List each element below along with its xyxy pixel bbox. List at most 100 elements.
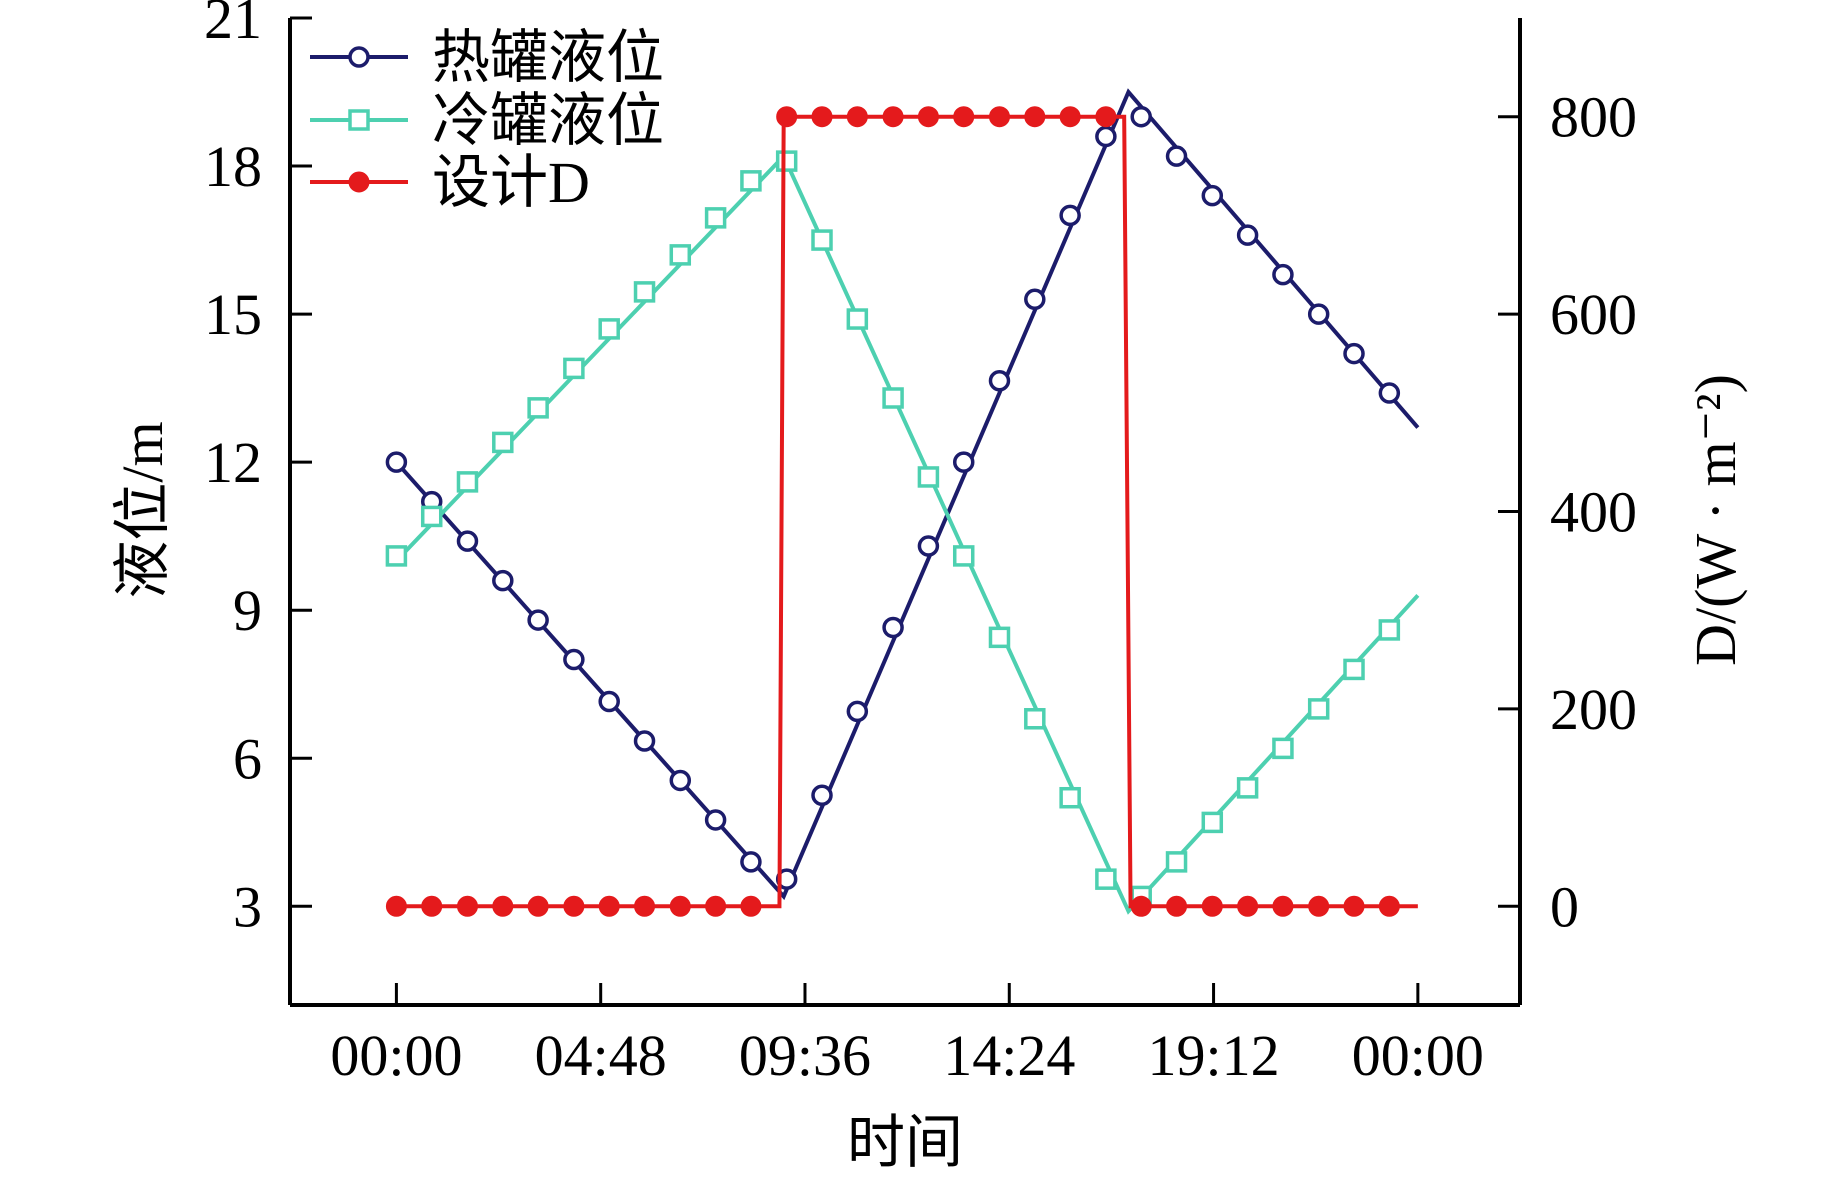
- x-tick-label: 14:24: [943, 1023, 1075, 1088]
- data-point-marker: [1236, 224, 1259, 246]
- data-point-marker: [1307, 303, 1330, 325]
- data-point-marker: [1343, 895, 1365, 917]
- data-point-marker: [633, 730, 656, 752]
- legend-label: 冷罐液位: [432, 88, 664, 153]
- data-point-marker: [882, 616, 904, 639]
- series-line: [396, 114, 1418, 909]
- data-point-marker: [917, 466, 940, 488]
- ticks: 00:00 04:48 09:36 14:24 19:12 00:00 3 6 9 12 15 18 2…: [204, 0, 1637, 1088]
- data-point-marker: [988, 369, 1011, 392]
- y-left-tick-label: 15: [204, 282, 262, 347]
- data-point-marker: [882, 106, 904, 128]
- data-point-marker: [563, 357, 585, 380]
- data-point-marker: [988, 626, 1011, 649]
- y-left-tick-label: 18: [204, 134, 262, 199]
- data-point-marker: [1095, 106, 1117, 128]
- data-point-marker: [1059, 786, 1081, 809]
- data-point-marker: [634, 895, 656, 917]
- data-point-marker: [1130, 105, 1152, 128]
- data-point-marker: [776, 106, 798, 128]
- y-right-tick-label: 0: [1550, 874, 1579, 939]
- data-point-marker: [1130, 895, 1152, 917]
- data-point-marker: [456, 471, 479, 493]
- data-point-marker: [1343, 342, 1365, 365]
- data-point-marker: [1272, 895, 1294, 917]
- data-point-marker: [1236, 777, 1259, 799]
- data-point-marker: [492, 895, 514, 917]
- data-point-marker: [385, 545, 408, 567]
- legend-entry: 热罐液位: [310, 25, 664, 90]
- data-point-marker: [598, 318, 620, 340]
- data-point-marker: [1378, 619, 1401, 641]
- data-point-marker: [1272, 737, 1294, 760]
- data-point-marker: [846, 106, 868, 128]
- x-axis-title: 时间: [847, 1110, 963, 1175]
- data-point-marker: [1307, 698, 1330, 720]
- data-point-marker: [1272, 263, 1294, 286]
- data-point-marker: [1237, 895, 1259, 917]
- data-point-marker: [882, 387, 904, 409]
- data-point-marker: [1024, 106, 1046, 128]
- data-point-marker: [669, 244, 692, 266]
- data-point-marker: [1165, 851, 1188, 873]
- data-point-marker: [953, 106, 975, 128]
- data-point-marker: [1059, 204, 1081, 227]
- data-point-marker: [1165, 145, 1188, 167]
- y-left-tick-label: 3: [233, 874, 262, 939]
- data-point-marker: [527, 397, 549, 419]
- data-point-marker: [456, 530, 479, 552]
- data-point-marker: [740, 895, 762, 917]
- data-point-marker: [563, 895, 585, 917]
- data-point-marker: [1201, 895, 1223, 917]
- data-point-marker: [1378, 895, 1400, 917]
- data-point-marker: [1378, 382, 1401, 404]
- data-point-marker: [917, 106, 939, 128]
- series-冷罐液位: [385, 150, 1420, 915]
- data-point-marker: [1024, 708, 1046, 730]
- y-right-tick-label: 200: [1550, 677, 1637, 742]
- data-point-marker: [492, 431, 514, 454]
- y-left-tick-label: 6: [233, 726, 262, 791]
- data-point-marker: [1201, 811, 1224, 834]
- data-point-marker: [348, 171, 370, 193]
- y-left-tick-label: 12: [204, 430, 262, 495]
- data-point-marker: [952, 545, 975, 567]
- data-point-marker: [669, 769, 692, 792]
- y-left-tick-label: 9: [233, 578, 262, 643]
- data-point-marker: [385, 451, 408, 473]
- data-point-marker: [598, 690, 620, 713]
- data-point-marker: [348, 46, 370, 68]
- data-point-marker: [740, 170, 762, 192]
- data-point-marker: [1343, 658, 1365, 681]
- x-tick-label: 04:48: [535, 1023, 667, 1088]
- series-设计D: [385, 106, 1418, 917]
- series-line: [394, 88, 1420, 901]
- data-point-marker: [420, 505, 443, 528]
- data-point-marker: [952, 451, 975, 473]
- data-point-marker: [1059, 106, 1081, 128]
- x-tick-label: 19:12: [1148, 1023, 1280, 1088]
- right-y-axis-title: D/(W · m⁻²): [1683, 374, 1748, 666]
- data-point-marker: [669, 895, 691, 917]
- data-point-marker: [846, 308, 869, 330]
- data-point-marker: [846, 700, 869, 723]
- data-point-marker: [492, 569, 514, 592]
- data-point-marker: [633, 281, 656, 303]
- data-point-marker: [811, 229, 833, 251]
- data-point-marker: [705, 895, 727, 917]
- data-point-marker: [1201, 184, 1224, 207]
- legend-label: 热罐液位: [432, 25, 664, 90]
- series-layer: [385, 88, 1420, 917]
- y-right-tick-label: 800: [1550, 85, 1637, 150]
- x-tick-label: 00:00: [330, 1023, 462, 1088]
- data-point-marker: [421, 895, 443, 917]
- data-point-marker: [1166, 895, 1188, 917]
- data-point-marker: [527, 895, 549, 917]
- data-point-marker: [1095, 868, 1117, 890]
- series-热罐液位: [385, 88, 1420, 901]
- data-point-marker: [811, 784, 833, 807]
- data-point-marker: [704, 809, 727, 831]
